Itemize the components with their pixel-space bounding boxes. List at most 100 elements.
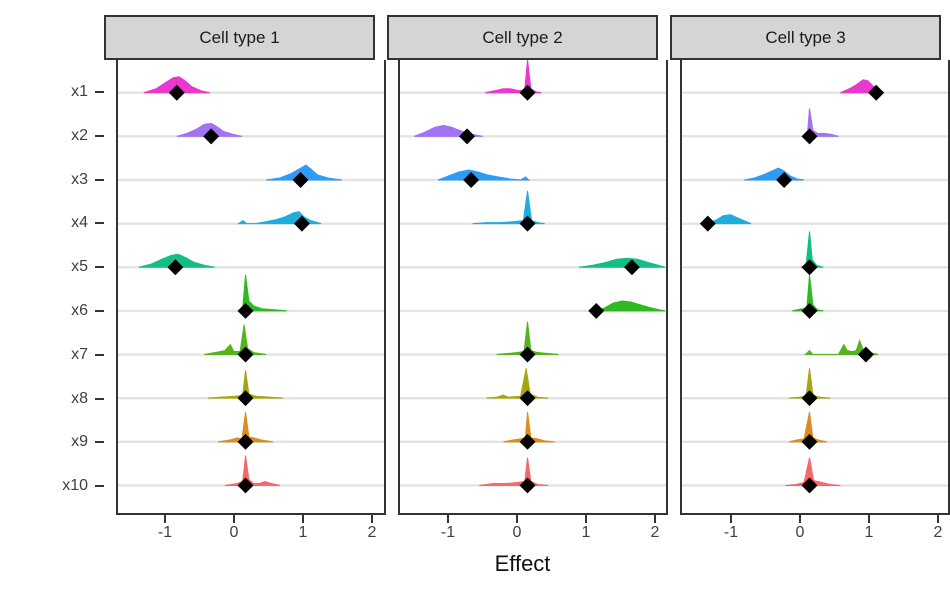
facet-title: Cell type 1 <box>199 27 280 47</box>
density-x5 <box>801 231 824 268</box>
x-tick-label-1: 1 <box>581 524 591 541</box>
ridgeline-figure: Cell type 1 Cell type 2 Cell type 3 x1 x2… <box>0 15 950 576</box>
point-marker-x9 <box>801 433 818 450</box>
y-tick-x5 <box>95 266 104 269</box>
x-tick-label--1: -1 <box>723 524 739 541</box>
point-marker-x9 <box>237 433 254 450</box>
point-marker-x2 <box>203 128 220 145</box>
x-axis-cell-type-3: -1 0 1 2 <box>670 515 942 549</box>
x-tick-label--1: -1 <box>440 524 456 541</box>
x-tick-label-0: 0 <box>512 524 522 541</box>
x-tick--1 <box>729 515 732 523</box>
point-marker-x2 <box>459 128 476 145</box>
panels-row: x1 x2 x3 x4 x5 x6 x7 x8 x9 x10 <box>0 60 950 515</box>
density-x6 <box>596 300 666 312</box>
x-tick-2 <box>936 515 939 523</box>
point-marker-x10 <box>237 477 254 494</box>
density-x8 <box>788 368 831 399</box>
y-tick-label-x5: x5 <box>71 258 88 276</box>
y-tick-label-x9: x9 <box>71 433 88 451</box>
x-tick--1 <box>446 515 449 523</box>
y-tick-label-x7: x7 <box>71 345 88 363</box>
x-tick-2 <box>370 515 373 523</box>
x-tick-0 <box>232 515 235 523</box>
point-marker-x6 <box>801 302 818 319</box>
point-marker-x8 <box>801 390 818 407</box>
point-marker-x5 <box>623 259 640 276</box>
facet-strip-cell-type-2: Cell type 2 <box>387 15 658 60</box>
panel-cell-type-1 <box>116 60 386 515</box>
y-tick-x6 <box>95 310 104 312</box>
point-marker-x6 <box>237 302 254 319</box>
density-x7 <box>204 324 267 356</box>
density-x4 <box>237 211 322 225</box>
x-tick-label-2: 2 <box>367 524 377 541</box>
density-x5 <box>578 257 666 268</box>
x-tick-label-0: 0 <box>795 524 805 541</box>
x-tick-1 <box>867 515 870 523</box>
density-x8 <box>486 368 549 399</box>
y-tick-label-x2: x2 <box>71 126 88 144</box>
point-marker-x1 <box>868 84 885 101</box>
density-x10 <box>224 455 281 486</box>
y-tick-x8 <box>95 397 104 400</box>
density-x8 <box>207 370 284 399</box>
facet-strip-cell-type-3: Cell type 3 <box>670 15 941 60</box>
y-tick-label-x1: x1 <box>71 83 88 100</box>
facet-strip-row: Cell type 1 Cell type 2 Cell type 3 <box>104 15 950 60</box>
y-tick-x1 <box>95 91 104 93</box>
density-x3 <box>266 164 342 181</box>
point-marker-x10 <box>801 477 818 494</box>
y-tick-x3 <box>95 178 104 181</box>
x-tick-label-1: 1 <box>298 524 308 541</box>
point-marker-x4 <box>293 215 310 232</box>
x-tick--1 <box>163 515 166 523</box>
density-x2 <box>176 122 243 137</box>
y-axis: x1 x2 x3 x4 x5 x6 x7 x8 x9 x10 <box>0 60 104 515</box>
y-tick-x9 <box>95 441 104 444</box>
point-marker-x9 <box>519 433 536 450</box>
point-marker-x8 <box>237 390 254 407</box>
density-x9 <box>503 411 556 443</box>
point-marker-x5 <box>801 259 818 276</box>
x-tick-0 <box>798 515 801 523</box>
facet-title: Cell type 2 <box>482 27 563 47</box>
x-tick-0 <box>515 515 518 523</box>
y-tick-x2 <box>95 134 104 137</box>
point-marker-x3 <box>776 172 793 188</box>
y-tick-label-x6: x6 <box>71 302 88 319</box>
density-x4 <box>707 214 752 225</box>
density-x2 <box>800 108 839 137</box>
point-marker-x2 <box>801 128 818 145</box>
point-marker-x6 <box>588 302 605 319</box>
density-x10 <box>479 457 549 486</box>
point-marker-x4 <box>699 215 716 232</box>
point-marker-x7 <box>237 346 254 363</box>
y-tick-x4 <box>95 222 104 225</box>
density-x3 <box>437 169 531 181</box>
x-tick-label-2: 2 <box>650 524 660 541</box>
density-x9 <box>788 411 827 443</box>
density-x1 <box>484 60 542 94</box>
x-tick-label-0: 0 <box>229 524 239 541</box>
x-tick-1 <box>584 515 587 523</box>
density-x7 <box>496 321 559 356</box>
density-x3 <box>744 167 805 181</box>
point-marker-x4 <box>519 215 536 232</box>
x-axis-cell-type-1: -1 0 1 2 <box>104 515 376 549</box>
point-marker-x7 <box>519 346 536 363</box>
x-axis-row: -1 0 1 2 -1 0 1 2 -1 0 1 2 <box>104 515 950 549</box>
facet-title: Cell type 3 <box>765 27 846 47</box>
y-tick-label-x4: x4 <box>71 214 88 232</box>
x-tick-label-2: 2 <box>933 524 943 541</box>
x-tick-label--1: -1 <box>157 524 173 541</box>
panel-cell-type-2 <box>398 60 668 515</box>
facet-strip-cell-type-1: Cell type 1 <box>104 15 375 60</box>
y-tick-x10 <box>95 485 104 488</box>
density-x9 <box>217 411 274 443</box>
x-tick-label-1: 1 <box>864 524 874 541</box>
x-axis-title: Effect <box>494 551 551 576</box>
point-marker-x10 <box>519 477 536 494</box>
y-tick-x7 <box>95 353 104 356</box>
point-marker-x1 <box>519 84 536 101</box>
